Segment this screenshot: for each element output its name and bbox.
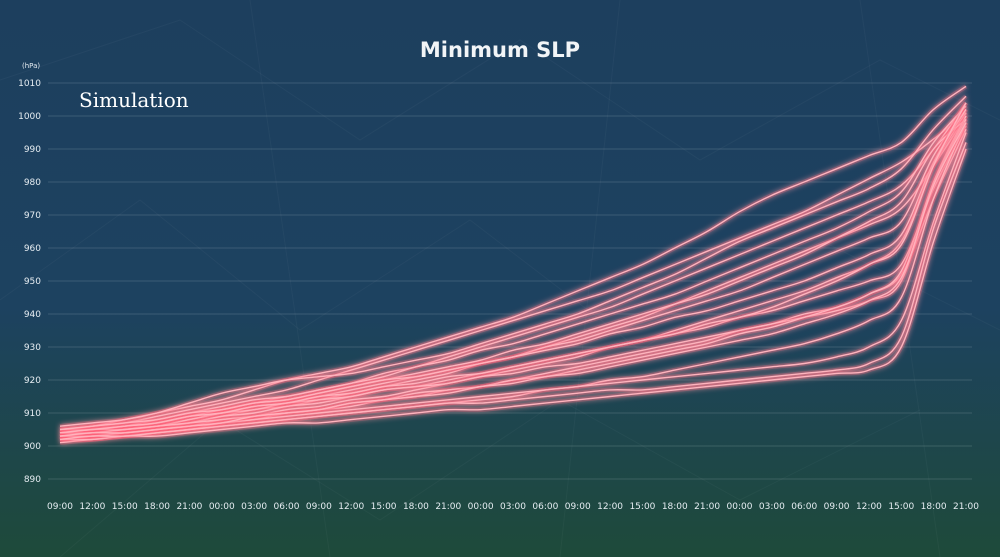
x-tick-label: 06:00 [791, 502, 817, 512]
x-tick-label: 12:00 [79, 502, 105, 512]
x-tick-label: 15:00 [629, 502, 655, 512]
x-tick-label: 21:00 [694, 502, 720, 512]
x-tick-label: 12:00 [856, 502, 882, 512]
y-tick-label: 940 [24, 310, 41, 320]
x-tick-label: 18:00 [662, 502, 688, 512]
y-tick-label: 930 [24, 343, 41, 353]
x-tick-label: 03:00 [759, 502, 785, 512]
y-tick-label: 960 [24, 244, 41, 254]
x-tick-label: 21:00 [176, 502, 202, 512]
x-tick-label: 18:00 [921, 502, 947, 512]
x-tick-label: 00:00 [727, 502, 753, 512]
series-line-20 [59, 142, 967, 441]
series-line-18 [59, 122, 967, 437]
series-line-17 [59, 109, 967, 431]
x-tick-label: 15:00 [888, 502, 914, 512]
y-axis-ticks: 890 900 910 920 930 940 950 960 970 980 990 1000 101… [18, 79, 41, 485]
x-tick-label: 12:00 [597, 502, 623, 512]
series-line-16 [59, 118, 967, 434]
x-axis-ticks: 09:00 12:00 15:00 18:00 21:00 00:00 03:00 06:00… [47, 502, 979, 512]
x-tick-label: 15:00 [112, 502, 138, 512]
x-tick-label: 18:00 [403, 502, 429, 512]
x-tick-label: 21:00 [435, 502, 461, 512]
series-lines [59, 84, 969, 445]
series-line-1 [59, 112, 967, 434]
y-tick-label: 900 [24, 442, 41, 452]
y-tick-label: 950 [24, 277, 41, 287]
x-tick-label: 18:00 [144, 502, 170, 512]
series-line-19 [59, 102, 967, 434]
x-tick-label: 09:00 [565, 502, 591, 512]
x-tick-label: 21:00 [953, 502, 979, 512]
x-tick-label: 06:00 [532, 502, 558, 512]
x-tick-label: 03:00 [241, 502, 267, 512]
y-axis-unit: (hPa) [22, 62, 40, 70]
series-line-6 [59, 105, 967, 434]
x-tick-label: 00:00 [209, 502, 235, 512]
y-tick-label: 890 [24, 475, 41, 485]
y-tick-label: 1000 [18, 112, 41, 122]
y-tick-label: 970 [24, 211, 41, 221]
series-line-15 [59, 148, 967, 441]
y-tick-label: 990 [24, 145, 41, 155]
y-tick-label: 910 [24, 409, 41, 419]
x-tick-label: 00:00 [468, 502, 494, 512]
x-tick-label: 06:00 [274, 502, 300, 512]
y-tick-label: 920 [24, 376, 41, 386]
x-tick-label: 15:00 [371, 502, 397, 512]
x-tick-label: 09:00 [824, 502, 850, 512]
simulation-annotation: Simulation [79, 88, 189, 112]
x-tick-label: 09:00 [47, 502, 73, 512]
series-line-2 [59, 85, 967, 431]
y-tick-label: 1010 [18, 79, 41, 89]
series-line-5 [59, 95, 967, 427]
x-tick-label: 03:00 [500, 502, 526, 512]
chart-title: Minimum SLP [420, 38, 580, 62]
x-tick-label: 12:00 [338, 502, 364, 512]
y-tick-label: 980 [24, 178, 41, 188]
x-tick-label: 09:00 [306, 502, 332, 512]
